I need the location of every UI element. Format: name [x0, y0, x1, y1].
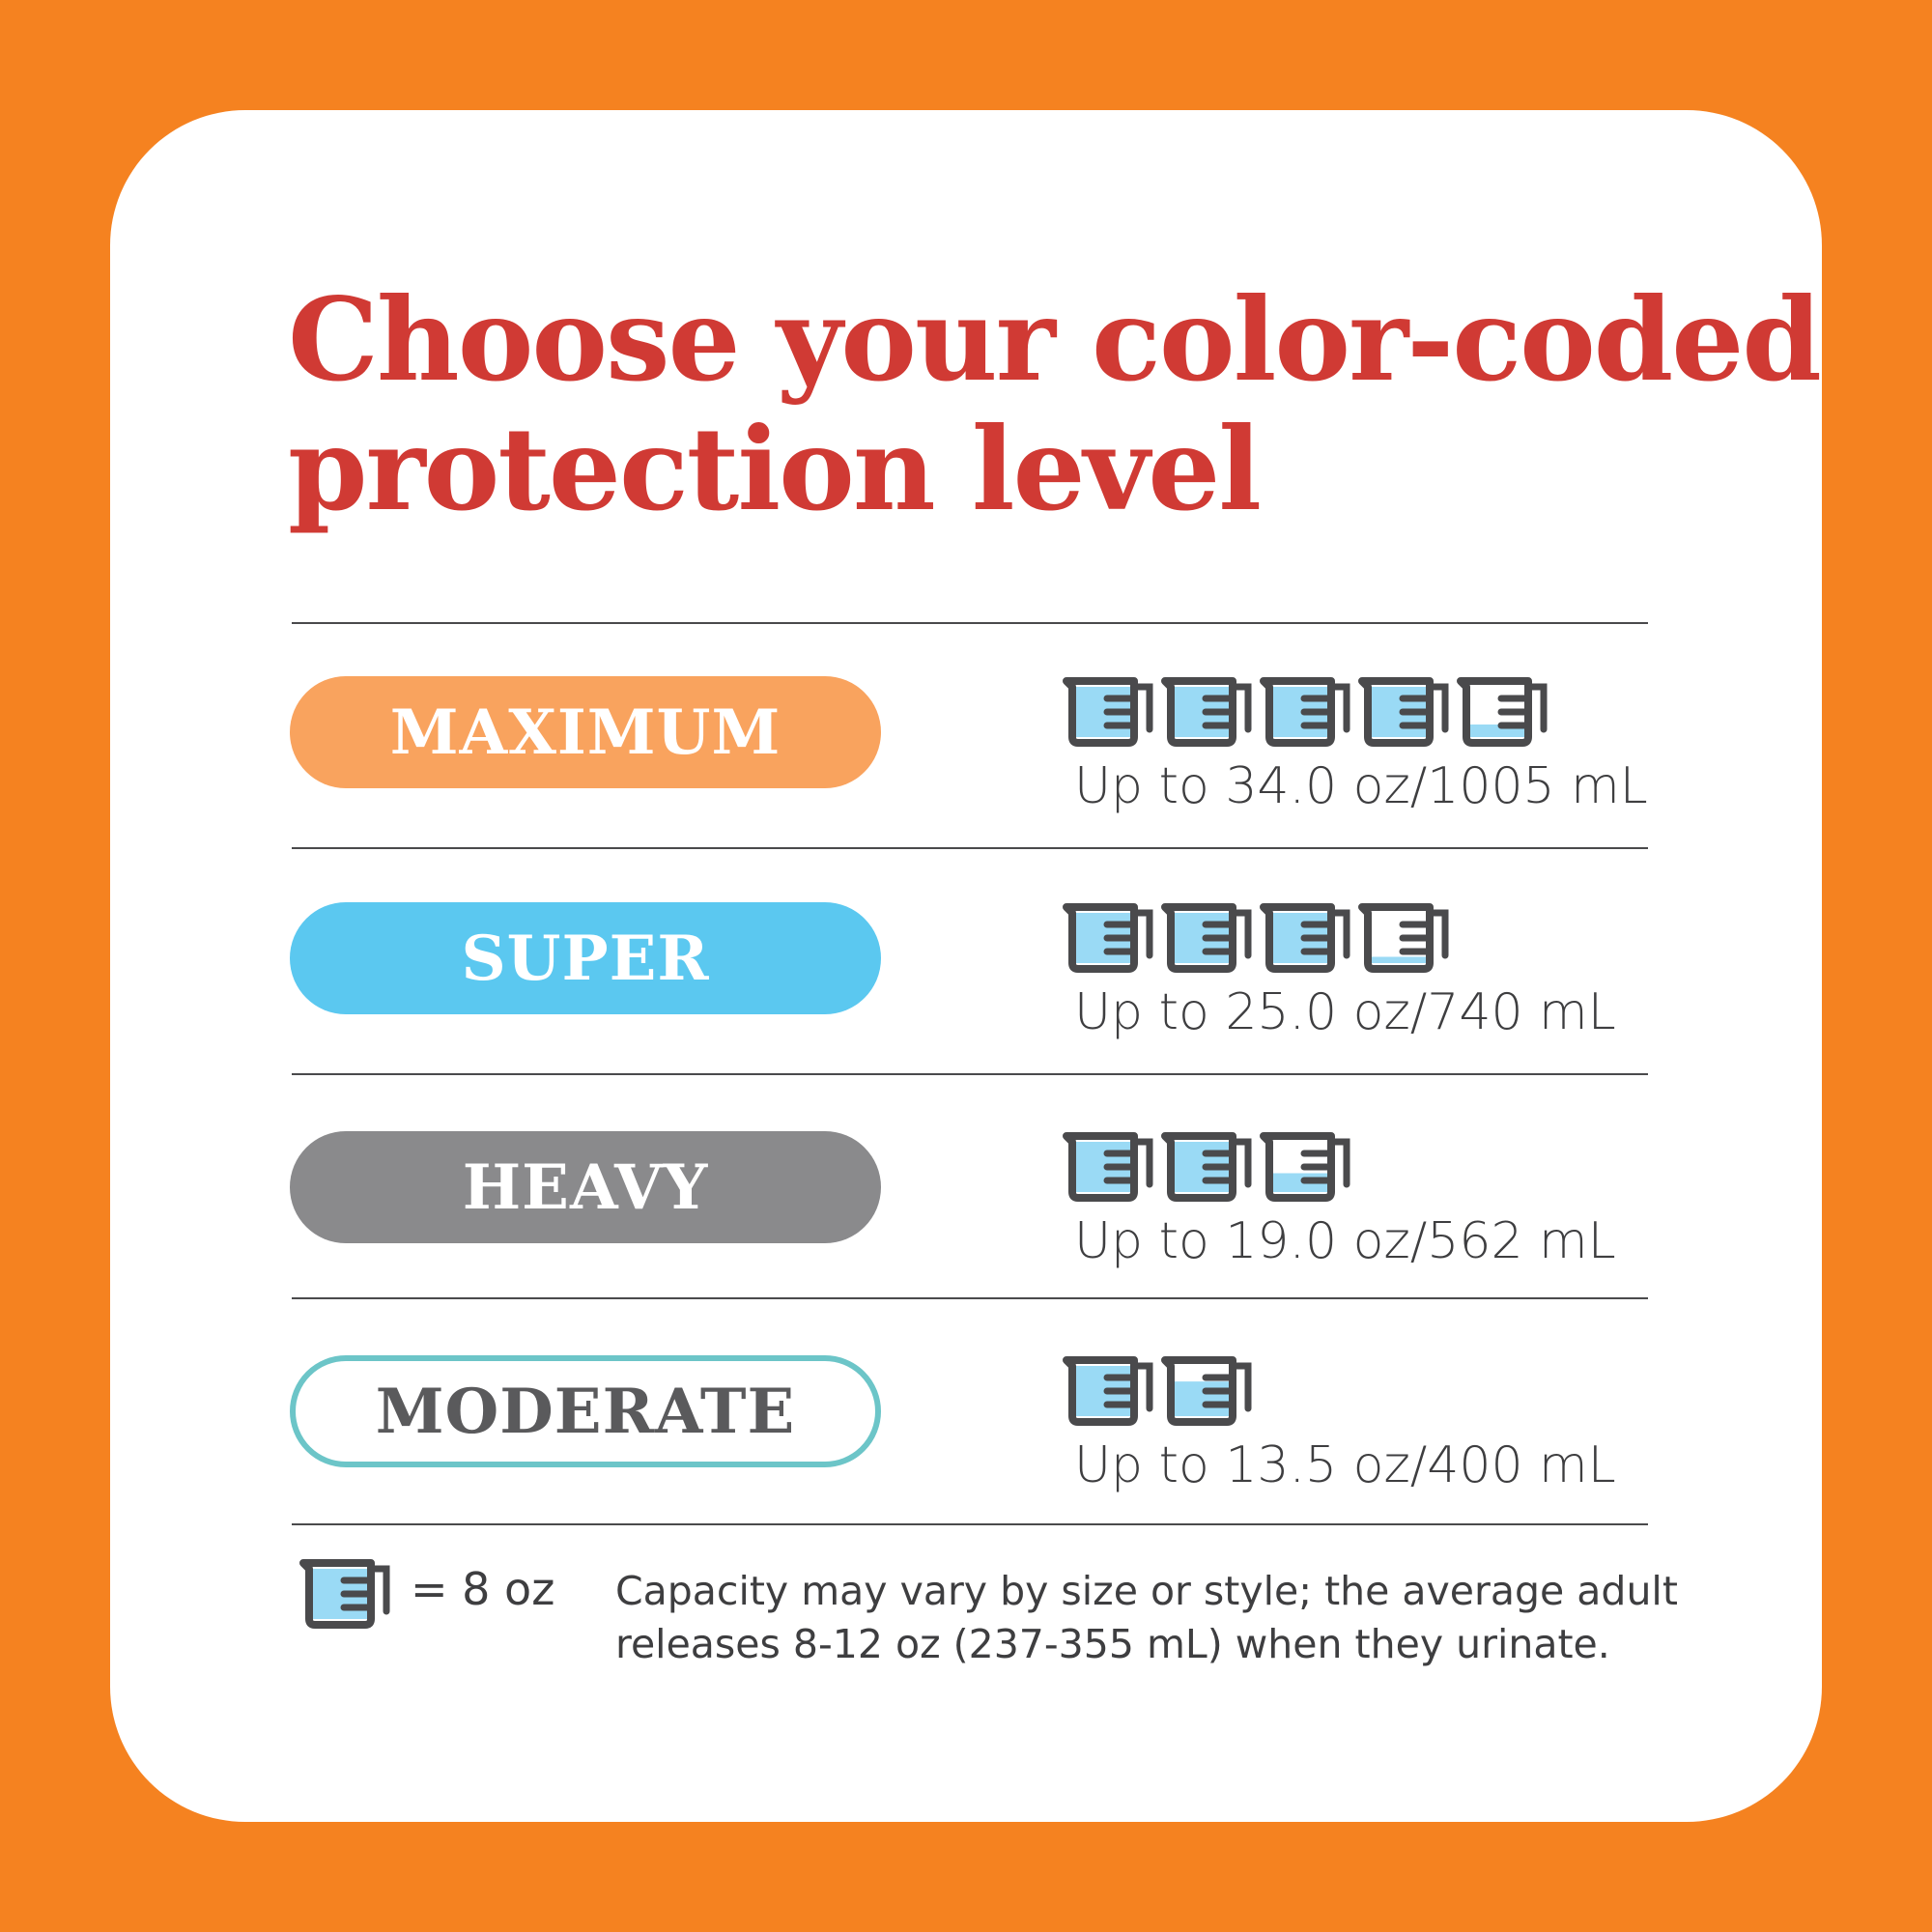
page-title: Choose your color-coded protection level [288, 272, 1822, 536]
cup-meter [1063, 1352, 1256, 1426]
level-badge-super: SUPER [290, 902, 881, 1014]
note-line-2: releases 8-12 oz (237-355 mL) when they … [615, 1621, 1610, 1667]
title-line-1: Choose your color-coded [288, 272, 1822, 407]
measuring-cup-icon [1358, 903, 1449, 973]
capacity-text: Up to 13.5 oz/400 mL [1074, 1436, 1616, 1494]
measuring-cup-icon [1457, 677, 1548, 747]
capacity-text: Up to 34.0 oz/1005 mL [1074, 757, 1648, 815]
level-badge-moderate: MODERATE [290, 1355, 881, 1467]
measuring-cup-icon [1260, 903, 1350, 973]
measuring-cup-icon [1260, 677, 1350, 747]
level-badge-heavy: HEAVY [290, 1131, 881, 1243]
cup-meter [1063, 1128, 1354, 1202]
cup-meter [1063, 899, 1453, 973]
level-badge-maximum: MAXIMUM [290, 676, 881, 788]
legend-text: = 8 oz [411, 1563, 555, 1615]
measuring-cup-icon [1063, 1356, 1153, 1426]
measuring-cup-icon [1358, 677, 1449, 747]
measuring-cup-icon [1063, 903, 1153, 973]
divider [292, 622, 1648, 624]
measuring-cup-icon [1161, 677, 1252, 747]
measuring-cup-icon [1260, 1132, 1350, 1202]
title-line-2: protection level [288, 402, 1262, 536]
measuring-cup-icon [1063, 677, 1153, 747]
measuring-cup-icon [1161, 903, 1252, 973]
capacity-text: Up to 19.0 oz/562 mL [1074, 1212, 1616, 1270]
measuring-cup-icon [1161, 1356, 1252, 1426]
divider [292, 1523, 1648, 1525]
cup-meter [1063, 673, 1551, 747]
note-line-1: Capacity may vary by size or style; the … [615, 1568, 1678, 1614]
divider [292, 847, 1648, 849]
legend-cup [299, 1555, 394, 1633]
capacity-text: Up to 25.0 oz/740 mL [1074, 983, 1616, 1041]
measuring-cup-icon [1063, 1132, 1153, 1202]
measuring-cup-icon [299, 1559, 390, 1629]
divider [292, 1297, 1648, 1299]
capacity-note: Capacity may vary by size or style; the … [615, 1565, 1678, 1671]
measuring-cup-icon [1161, 1132, 1252, 1202]
divider [292, 1073, 1648, 1075]
